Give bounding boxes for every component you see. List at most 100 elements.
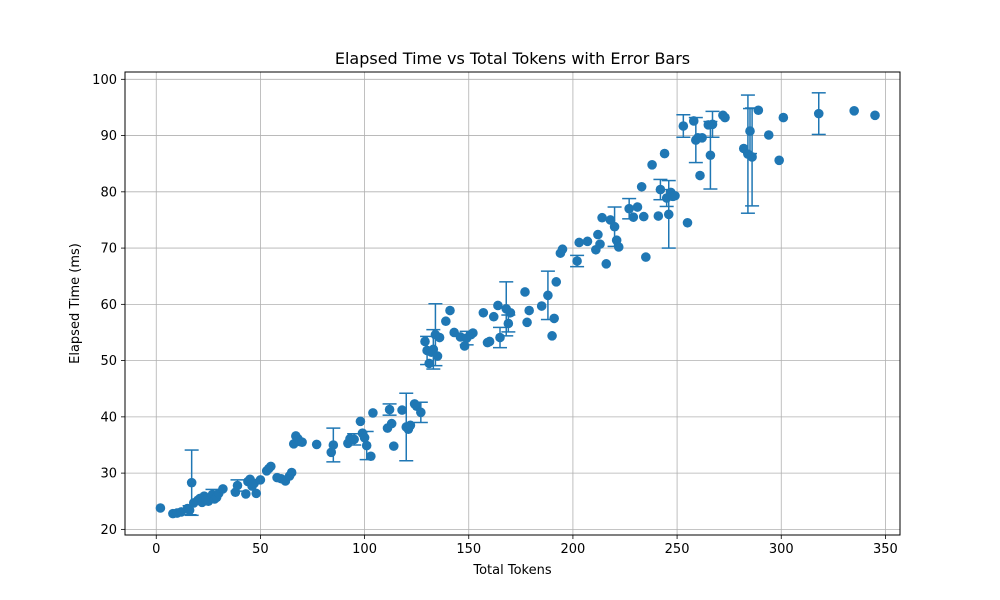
- data-point: [328, 440, 339, 450]
- data-point: [747, 152, 757, 162]
- data-point: [405, 420, 416, 431]
- data-point: [266, 461, 276, 472]
- y-axis-label: Elapsed Time (ms): [68, 243, 83, 364]
- data-point: [297, 437, 307, 447]
- y-tick-label: 80: [100, 185, 117, 200]
- data-point: [416, 407, 426, 418]
- y-tick-label: 90: [100, 129, 117, 144]
- x-tick-label: 200: [561, 542, 586, 557]
- data-point: [522, 317, 532, 328]
- x-tick-label: 300: [769, 542, 794, 557]
- data-point: [218, 484, 228, 494]
- data-point: [520, 287, 530, 297]
- y-tick-label: 40: [100, 410, 117, 425]
- data-point: [678, 121, 689, 131]
- data-point: [636, 181, 647, 192]
- data-point: [524, 305, 534, 316]
- data-point: [601, 259, 612, 269]
- data-point: [495, 332, 505, 343]
- data-point: [655, 184, 666, 195]
- x-tick-label: 50: [252, 542, 269, 557]
- x-tick-label: 100: [352, 542, 377, 557]
- data-point: [366, 451, 376, 462]
- x-tick-label: 250: [665, 542, 690, 557]
- data-point: [484, 336, 495, 347]
- grid: [125, 72, 900, 535]
- data-point: [774, 155, 784, 166]
- data-point: [613, 242, 624, 252]
- data-point: [813, 108, 824, 119]
- data-point: [397, 405, 407, 415]
- x-axis-label: Total Tokens: [472, 563, 551, 578]
- data-points: [155, 105, 880, 519]
- data-point: [870, 110, 880, 121]
- data-point: [647, 160, 657, 170]
- data-point: [368, 408, 378, 418]
- data-point: [349, 434, 359, 445]
- data-point: [697, 133, 707, 143]
- data-point: [286, 467, 297, 478]
- data-point: [441, 316, 451, 327]
- data-point: [720, 112, 730, 123]
- x-tick-label: 350: [873, 542, 898, 557]
- y-tick-label: 20: [100, 523, 117, 538]
- data-point: [695, 170, 705, 181]
- axis-ticks: 0 50 100 150 200 250 300 350 20 30 40 50 60 70 80 90 100: [92, 73, 898, 557]
- x-tick-label: 0: [152, 542, 160, 557]
- data-point: [547, 331, 557, 341]
- data-point: [434, 332, 445, 343]
- data-point: [659, 148, 670, 159]
- data-point: [593, 229, 603, 240]
- data-point: [707, 119, 718, 130]
- y-tick-label: 100: [92, 73, 117, 88]
- data-point: [638, 211, 649, 222]
- data-point: [557, 244, 568, 255]
- data-point: [663, 209, 674, 220]
- data-point: [186, 477, 197, 488]
- data-point: [624, 203, 634, 214]
- data-point: [705, 150, 716, 161]
- data-point: [420, 336, 430, 347]
- data-point: [641, 252, 651, 262]
- data-point: [311, 439, 322, 450]
- data-point: [628, 212, 639, 222]
- data-point: [326, 447, 337, 458]
- data-point: [574, 237, 584, 248]
- data-point: [745, 126, 755, 136]
- data-point: [763, 130, 774, 140]
- data-point: [459, 341, 470, 351]
- data-point: [432, 351, 443, 361]
- data-point: [609, 221, 620, 232]
- data-point: [503, 318, 514, 329]
- y-tick-label: 70: [100, 242, 117, 257]
- data-point: [778, 112, 789, 123]
- data-point: [582, 236, 593, 247]
- data-point: [536, 301, 547, 311]
- x-tick-label: 150: [456, 542, 481, 557]
- data-point: [551, 277, 562, 287]
- data-point: [359, 432, 370, 443]
- data-point: [424, 358, 434, 369]
- data-point: [468, 328, 478, 338]
- data-point: [505, 307, 516, 318]
- data-point: [543, 290, 553, 301]
- data-point: [386, 418, 397, 429]
- data-point: [478, 307, 489, 318]
- y-tick-label: 50: [100, 354, 117, 369]
- data-point: [388, 441, 399, 451]
- data-point: [488, 311, 499, 322]
- data-point: [670, 190, 680, 201]
- data-point: [251, 488, 262, 499]
- data-point: [384, 404, 395, 415]
- data-point: [682, 217, 693, 228]
- y-tick-label: 30: [100, 467, 117, 482]
- data-point: [753, 105, 764, 116]
- data-point: [549, 313, 559, 324]
- data-point: [493, 300, 503, 311]
- data-point: [597, 212, 607, 223]
- data-point: [632, 202, 643, 212]
- data-point: [445, 305, 455, 316]
